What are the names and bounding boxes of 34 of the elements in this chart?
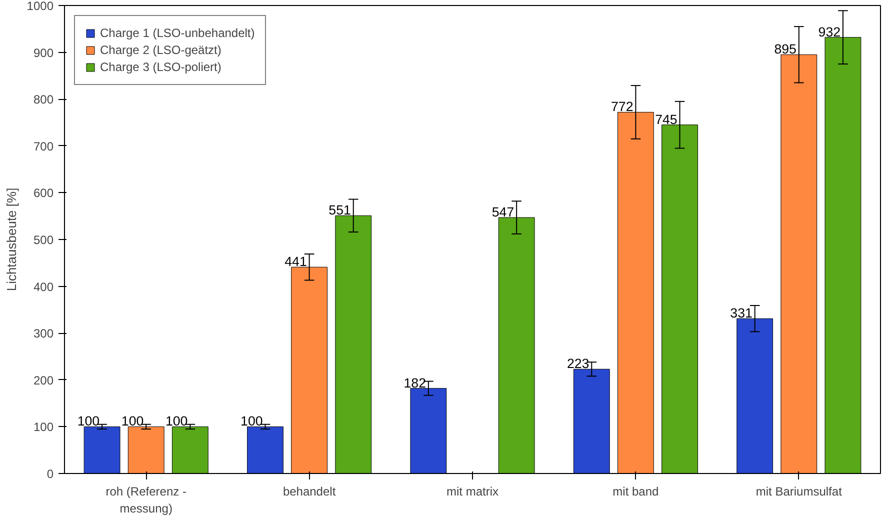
y-tick-label: 0 xyxy=(46,467,54,481)
legend-label: Charge 1 (LSO-unbehandelt) xyxy=(100,26,255,40)
y-tick-label: 1000 xyxy=(26,0,54,13)
y-tick-label: 600 xyxy=(33,186,54,200)
data-label: 551 xyxy=(328,202,351,218)
data-label: 100 xyxy=(77,414,100,429)
data-label: 895 xyxy=(774,42,796,57)
data-label: 441 xyxy=(284,254,307,270)
y-tick-label: 500 xyxy=(33,233,54,247)
data-label: 331 xyxy=(730,306,752,321)
x-tick-label: mit Bariumsulfat xyxy=(756,484,843,498)
x-tick-label: mit matrix xyxy=(446,484,498,498)
data-label: 745 xyxy=(655,112,678,127)
data-label: 932 xyxy=(818,24,841,40)
data-label: 547 xyxy=(492,204,514,220)
x-tick-label: mit band xyxy=(612,484,659,498)
data-label: 100 xyxy=(121,414,144,429)
y-tick-label: 100 xyxy=(33,420,54,434)
y-tick-label: 700 xyxy=(33,139,54,154)
y-tick-label: 200 xyxy=(33,373,54,388)
y-tick-label: 300 xyxy=(33,326,54,341)
legend-label: Charge 3 (LSO-poliert) xyxy=(100,60,222,74)
x-tick-label: behandelt xyxy=(282,484,336,498)
data-label: 182 xyxy=(404,375,426,390)
data-label: 100 xyxy=(165,414,188,429)
y-tick-label: 800 xyxy=(33,92,54,107)
y-axis-title: Lichtausbeute [%] xyxy=(4,188,19,292)
y-tick-label: 900 xyxy=(33,46,54,60)
legend-label: Charge 2 (LSO-geätzt) xyxy=(100,43,222,57)
y-tick-label: 400 xyxy=(33,280,54,294)
data-label: 223 xyxy=(566,356,590,372)
data-label: 772 xyxy=(611,99,634,114)
x-tick-label: roh (Referenz - messung) xyxy=(106,484,186,516)
data-label: 100 xyxy=(240,414,263,429)
